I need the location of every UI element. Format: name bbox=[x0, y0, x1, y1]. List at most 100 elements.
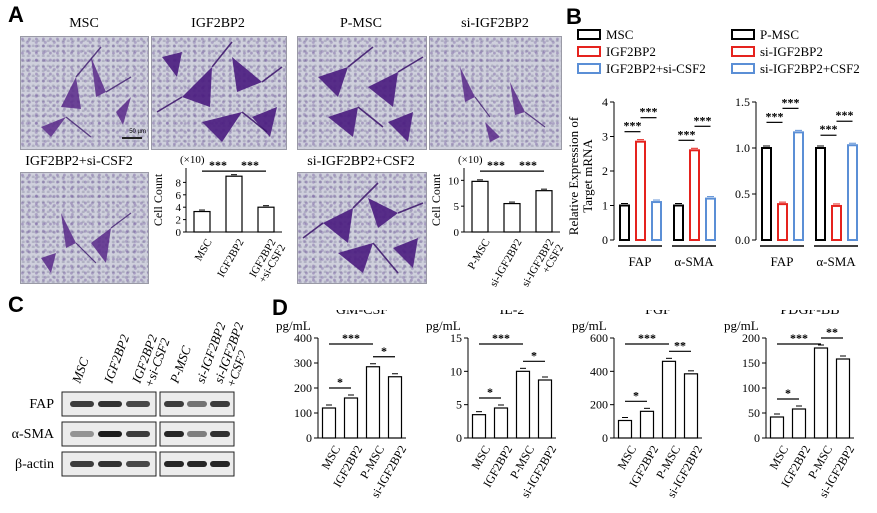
a2-multiplier: (×10) bbox=[458, 154, 483, 166]
a1-ytick-label-0: 0 bbox=[176, 227, 182, 239]
a2-ytick-label-1: 5 bbox=[454, 201, 460, 213]
b2-bar-0-1 bbox=[777, 203, 788, 241]
d2-sig-2: * bbox=[531, 348, 537, 362]
band-right-1-2 bbox=[210, 431, 230, 437]
d2-sig-0: * bbox=[487, 385, 493, 399]
b2-ytick-label-3: 1.5 bbox=[735, 95, 750, 109]
band-right-1-1 bbox=[187, 431, 207, 437]
d4-unit: pg/mL bbox=[724, 318, 759, 333]
d1-sig-0: * bbox=[337, 375, 343, 389]
caption-si-igf2bp2-csf2: si-IGF2BP2+CSF2 bbox=[307, 154, 415, 169]
d4-ytick-label-0: 0 bbox=[754, 431, 760, 445]
panel-letter-d: D bbox=[272, 295, 288, 320]
b1-bar-0-0 bbox=[619, 204, 630, 241]
blot-row-label-1: α-SMA bbox=[12, 427, 55, 442]
d1-title: GM-CSF bbox=[336, 310, 388, 318]
caption-igf2bp2: IGF2BP2 bbox=[191, 16, 245, 31]
a1-sig-0: *** bbox=[209, 158, 227, 172]
band-left-0-0 bbox=[70, 401, 94, 407]
a2-xtick-label-0: P-MSC bbox=[466, 237, 493, 272]
a2-ylabel: Cell Count bbox=[429, 173, 443, 226]
b2-bar-1-1 bbox=[831, 204, 842, 242]
panel-c-western-blot: MSC IGF2BP2IGF2BP2+si-CSF2P-MSCsi-IGF2BP2… bbox=[12, 320, 245, 477]
d3-ytick-label-2: 400 bbox=[590, 364, 608, 378]
a2-sig-1: *** bbox=[519, 158, 537, 172]
a2-bar-0 bbox=[471, 180, 489, 233]
panel-d-cytokine-levels: pg/mLGM-CSF0100200300400MSCIGF2BP2P-MSCs… bbox=[276, 310, 857, 500]
caption-igf2bp2-si-csf2: IGF2BP2+si-CSF2 bbox=[25, 154, 133, 169]
b1-sig-1-b: *** bbox=[694, 113, 712, 127]
a1-sig-1: *** bbox=[241, 158, 259, 172]
a2-bar-1 bbox=[503, 202, 521, 233]
d3-ytick-label-0: 0 bbox=[602, 431, 608, 445]
d2-bar-2 bbox=[515, 370, 531, 439]
band-left-1-2 bbox=[126, 431, 150, 437]
a1-bar-0 bbox=[193, 210, 211, 233]
cell-count-chart-right: (×10) Cell Count 0 5 10 P-MSCsi-IGF2BP2si-IGF… bbox=[429, 154, 566, 289]
band-right-0-2 bbox=[210, 401, 230, 407]
band-right-0-1 bbox=[187, 401, 207, 407]
scale-bar-label: 50 µm bbox=[129, 129, 146, 135]
b1-bar-1-0 bbox=[673, 204, 684, 241]
d3-ytick-label-1: 200 bbox=[590, 398, 608, 412]
legend-left-label-0: MSC bbox=[606, 27, 633, 42]
b1-bar-1-1 bbox=[689, 149, 700, 241]
d3-bar-3 bbox=[683, 373, 699, 439]
b1-bar-0-1 bbox=[635, 140, 646, 241]
d1-ytick-label-4: 400 bbox=[294, 331, 312, 345]
a2-ytick-label-0: 0 bbox=[454, 227, 460, 239]
d2-bar-1 bbox=[493, 407, 509, 439]
legend-right-label-0: P-MSC bbox=[760, 27, 799, 42]
micrograph-igf2bp2 bbox=[151, 36, 287, 150]
a1-xtick-label-2: IGF2BP2+si-CSF2 bbox=[247, 237, 288, 285]
b1-ytick-label-3: 3 bbox=[602, 130, 608, 144]
a2-bar-2 bbox=[535, 190, 553, 233]
legend-right-swatch-0 bbox=[731, 29, 755, 40]
d2-ytick-label-2: 10 bbox=[450, 364, 462, 378]
d1-ytick-label-2: 200 bbox=[294, 381, 312, 395]
d2-bar-0 bbox=[471, 414, 487, 439]
band-right-2-0 bbox=[164, 461, 184, 467]
d4-ytick-label-1: 50 bbox=[748, 406, 760, 420]
b2-sig-1-a: *** bbox=[820, 122, 838, 136]
a1-ytick-label-2: 4 bbox=[176, 202, 182, 214]
panel-letter-a: A bbox=[8, 2, 24, 27]
a1-xtick-label-0: MSC bbox=[193, 237, 215, 263]
blot-row-label-0: FAP bbox=[29, 397, 54, 412]
a1-ytick-label-4: 8 bbox=[176, 177, 182, 189]
blot-col-left-2: IGF2BP2+si-CSF2 bbox=[128, 331, 172, 390]
micrograph-p-msc bbox=[297, 36, 427, 150]
a1-bar-1 bbox=[225, 175, 243, 233]
b2-ytick-label-2: 1.0 bbox=[735, 141, 750, 155]
d3-bar-0 bbox=[617, 419, 633, 439]
d3-unit: pg/mL bbox=[572, 318, 607, 333]
band-right-0-0 bbox=[164, 401, 184, 407]
d4-bar-2 bbox=[813, 347, 829, 439]
micrograph-msc: 50 µm bbox=[20, 36, 149, 150]
blot-col-right-0: P-MSC bbox=[166, 344, 194, 386]
d4-sig-1: *** bbox=[790, 331, 808, 345]
band-left-2-2 bbox=[126, 461, 150, 467]
b1-sig-0-a: *** bbox=[624, 119, 642, 133]
band-left-2-0 bbox=[70, 461, 94, 467]
d4-sig-0: * bbox=[785, 386, 791, 400]
a1-xtick-label-1: IGF2BP2 bbox=[215, 237, 246, 280]
d4-bar-0 bbox=[769, 416, 785, 439]
b2-bar-0-2 bbox=[793, 131, 804, 241]
b1-ytick-label-2: 2 bbox=[602, 164, 608, 178]
d2-ytick-label-1: 5 bbox=[456, 398, 462, 412]
panel-b-relative-expression: MSC IGF2BP2 IGF2BP2+si-CSF2 P-MSC si-IGF2BP2… bbox=[566, 27, 860, 269]
b2-sig-1-b: *** bbox=[836, 108, 854, 122]
a1-ytick-label-1: 2 bbox=[176, 215, 182, 227]
b1-ytick-label-0: 0 bbox=[602, 233, 608, 247]
legend-right-swatch-2 bbox=[731, 63, 755, 74]
legend-left-swatch-2 bbox=[577, 63, 601, 74]
caption-si-igf2bp2: si-IGF2BP2 bbox=[461, 16, 529, 31]
d4-title: PDGF-BB bbox=[780, 310, 839, 318]
d2-title: IL-2 bbox=[500, 310, 525, 318]
d1-sig-1: *** bbox=[342, 331, 360, 345]
legend-left-label-2: IGF2BP2+si-CSF2 bbox=[606, 61, 706, 76]
micrograph-igf2bp2-si-csf2 bbox=[20, 172, 149, 284]
legend-right-label-2: si-IGF2BP2+CSF2 bbox=[760, 61, 860, 76]
band-left-1-1 bbox=[98, 431, 122, 437]
